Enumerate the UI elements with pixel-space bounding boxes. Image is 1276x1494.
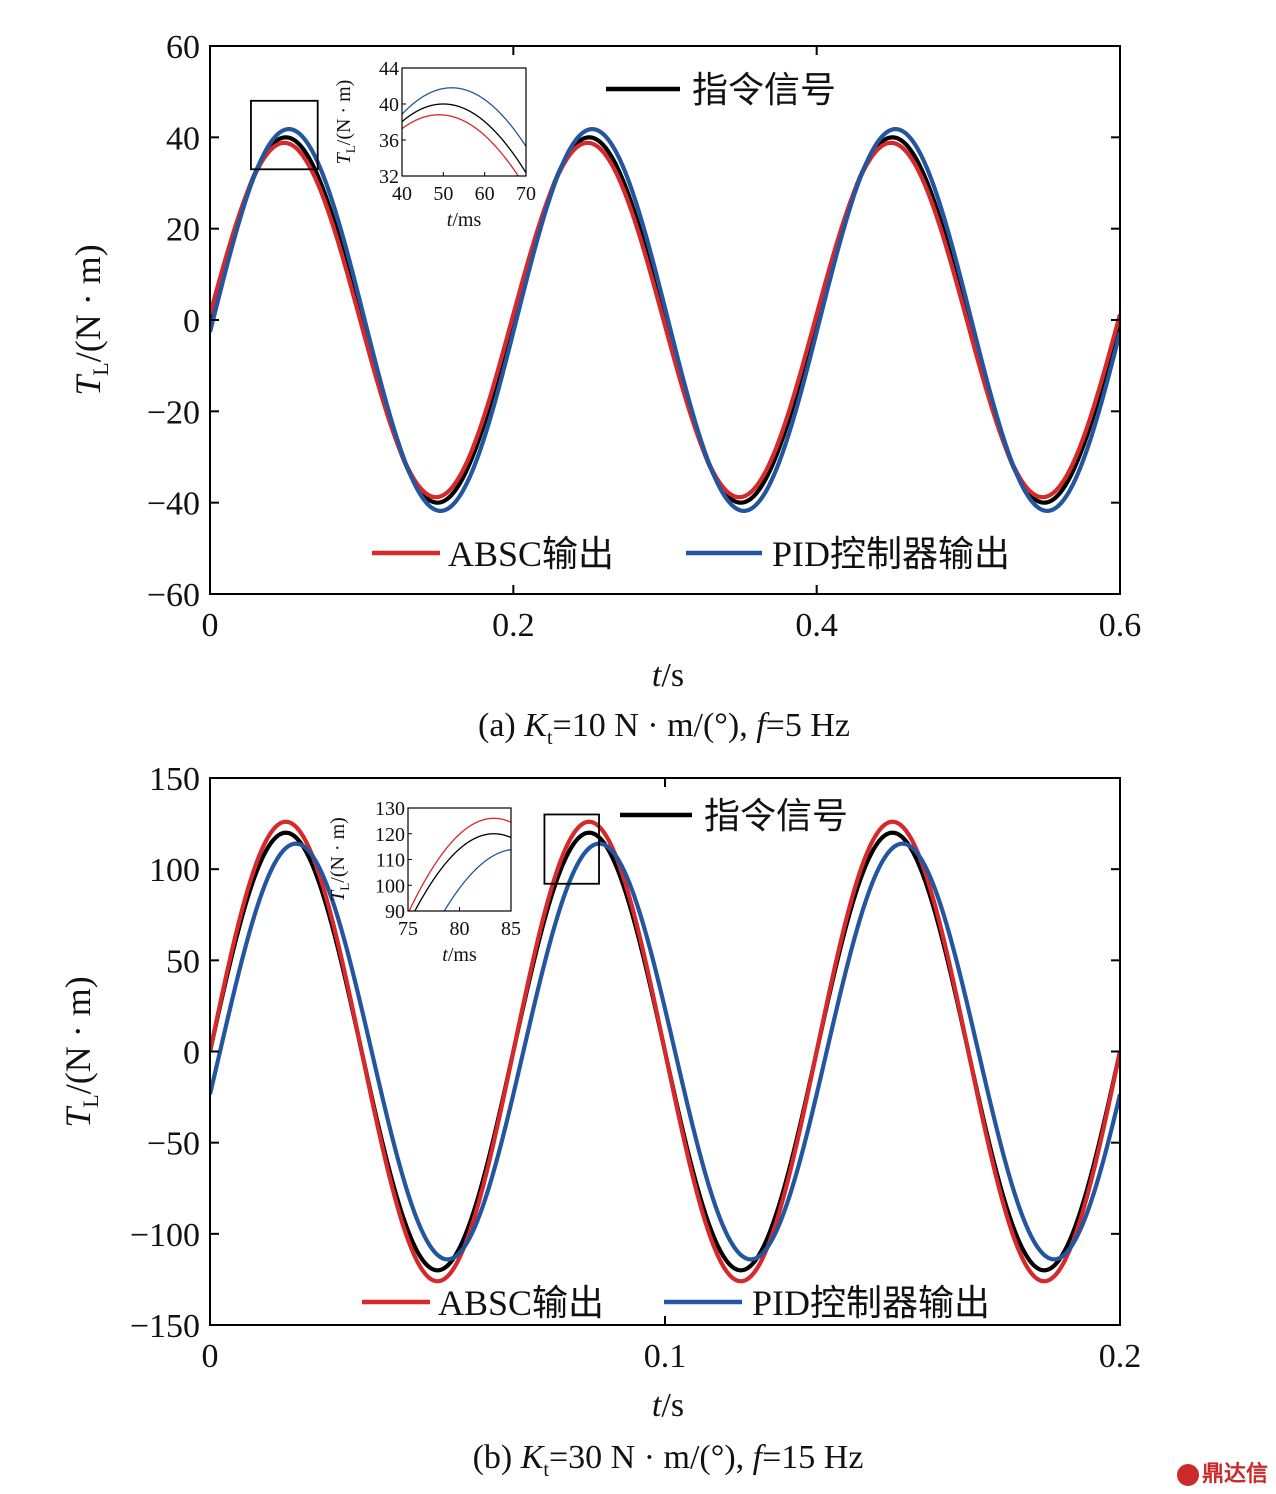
legend: 指令信号 ABSC输出 PID控制器输出 (372, 70, 1010, 574)
legend-label-pid: PID控制器输出 (752, 1283, 990, 1323)
inset-series-line-command (414, 833, 511, 911)
x-tick-label: 0.2 (1099, 1338, 1142, 1375)
panel-caption: (a) Kt=10 N · m/(°), f=5 Hz (478, 707, 850, 749)
inset-x-tick-label: 70 (516, 183, 536, 205)
inset-x-tick-label: 60 (475, 183, 495, 205)
y-tick-label: −60 (147, 577, 200, 614)
inset-series-line-pid (443, 848, 511, 911)
inset-x-tick-label: 80 (450, 918, 470, 940)
legend-label-command: 指令信号 (692, 70, 836, 110)
x-axis-label: t/s (652, 1387, 684, 1424)
inset-y-tick-label: 110 (376, 850, 405, 872)
y-tick-label: 0 (183, 303, 200, 340)
x-tick-label: 0.6 (1099, 607, 1142, 644)
y-tick-label: −50 (147, 1126, 200, 1163)
inset-y-tick-label: 90 (385, 901, 405, 923)
legend-label-pid: PID控制器输出 (772, 534, 1010, 574)
y-tick-label: 20 (166, 212, 200, 249)
inset-y-tick-label: 44 (379, 58, 399, 80)
inset-series-line-absc (408, 817, 511, 911)
y-tick-label: 50 (166, 943, 200, 980)
inset-plot: 75 80 85 90 100 110 120 130 t/ms TL/(N · m) (327, 798, 521, 966)
y-tick-label: −40 (147, 486, 200, 523)
legend: 指令信号 ABSC输出 PID控制器输出 (362, 796, 990, 1323)
inset-x-tick-label: 40 (392, 183, 412, 205)
y-tick-label: −100 (130, 1217, 200, 1254)
chart-panel-b: 0 0.1 0.2 −150 −100 −50 0 50 100 150 TL/(N · m) t/s… (58, 761, 1141, 1481)
inset-x-axis-label: t/ms (447, 209, 482, 231)
x-tick-label: 0 (202, 1338, 219, 1375)
x-axis-label: t/s (652, 657, 684, 694)
inset-y-tick-label: 130 (375, 798, 405, 820)
y-tick-label: 60 (166, 29, 200, 66)
y-axis-label: TL/(N · m) (68, 244, 113, 395)
inset-y-tick-label: 120 (375, 824, 405, 846)
legend-label-absc: ABSC输出 (448, 534, 614, 574)
watermark-logo: 鼎达信 (1176, 1456, 1268, 1488)
series-line-absc (210, 819, 1120, 1284)
inset-y-tick-label: 36 (379, 130, 399, 152)
y-tick-label: 40 (166, 120, 200, 157)
inset-x-tick-label: 50 (433, 183, 453, 205)
series-line-pid (210, 841, 1120, 1262)
chart-panel-a: 0 0.2 0.4 0.6 −60 −40 −20 0 20 40 60 TL/(N · m) t/s (… (68, 29, 1141, 749)
x-tick-label: 0.1 (644, 1338, 687, 1375)
inset-y-axis-label: TL/(N · m) (327, 817, 352, 902)
inset-x-tick-label: 85 (501, 918, 521, 940)
inset-y-tick-label: 40 (379, 94, 399, 116)
zoom-box (543, 813, 600, 885)
series-line-absc (210, 140, 1120, 500)
inset-x-axis-label: t/ms (442, 944, 477, 966)
inset-series-line-command (402, 103, 526, 174)
y-axis-label: TL/(N · m) (58, 976, 103, 1127)
inset-y-axis-label: TL/(N · m) (333, 80, 358, 165)
x-tick-label: 0.2 (492, 607, 535, 644)
inset-y-tick-label: 100 (375, 875, 405, 897)
inset-series-line-absc (402, 114, 520, 176)
y-tick-label: 100 (149, 852, 200, 889)
inset-x-tick-label: 75 (398, 918, 418, 940)
zoom-box (250, 99, 319, 171)
y-tick-label: −150 (130, 1308, 200, 1345)
legend-label-command: 指令信号 (704, 796, 848, 836)
x-tick-label: 0 (202, 607, 219, 644)
y-tick-label: 0 (183, 1035, 200, 1072)
x-tick-label: 0.4 (795, 607, 838, 644)
inset-series-line-pid (402, 87, 526, 147)
y-tick-label: −20 (147, 394, 200, 431)
y-tick-label: 150 (149, 761, 200, 798)
panel-caption: (b) Kt=30 N · m/(°), f=15 Hz (473, 1439, 864, 1481)
inset-plot: 40 50 60 70 32 36 40 44 t/ms TL/(N · m) (333, 58, 536, 231)
legend-label-absc: ABSC输出 (438, 1283, 604, 1323)
inset-frame (401, 67, 527, 177)
inset-y-tick-label: 32 (379, 166, 399, 188)
series-line-pid (210, 127, 1120, 513)
